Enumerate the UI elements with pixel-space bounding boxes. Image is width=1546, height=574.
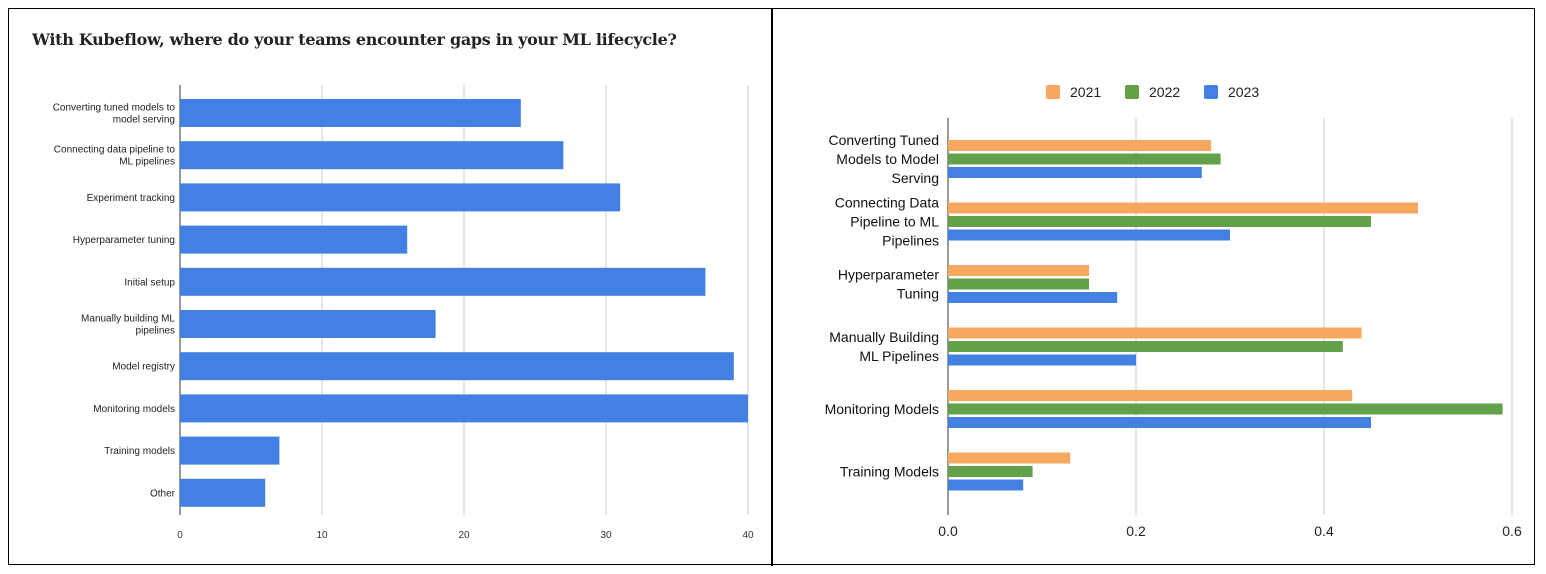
legend-swatch-2023 [1204,85,1218,99]
category-label: Hyperparameter tuning [73,235,175,246]
bar-2021 [948,265,1089,276]
bar-2021 [948,140,1212,151]
bar-2023 [948,354,1136,366]
bar-2022 [948,216,1371,227]
bar-2021 [948,390,1353,401]
bar [180,436,280,465]
bar [180,352,734,381]
bar [180,225,408,254]
legend-label: 2022 [1149,84,1180,100]
category-label: Hyperparameter Tuning [838,267,939,302]
x-tick-label: 40 [742,530,754,541]
category-label: Manually Building ML Pipelines [829,329,939,364]
bar-2021 [948,202,1418,214]
panel-divider [771,8,773,566]
bar-2022 [948,466,1033,477]
x-tick-label: 0.2 [1126,523,1146,539]
bar-2023 [948,167,1202,178]
bar-2023 [948,417,1371,428]
category-label: Manually building ML pipelines [81,314,175,337]
category-label: Training Models [840,464,939,480]
x-tick-label: 0.0 [938,523,958,539]
x-tick-label: 20 [458,530,470,541]
x-tick-label: 0.4 [1314,523,1334,539]
category-label: Other [150,488,176,499]
bar-2022 [948,403,1503,415]
category-label: Experiment tracking [87,193,175,204]
bar-2023 [948,292,1118,303]
x-tick-label: 30 [600,530,612,541]
bar-2021 [948,327,1362,339]
x-tick-label: 0 [177,530,183,541]
bar-2022 [948,153,1221,165]
category-label: Model registry [112,362,175,373]
bar [180,99,521,127]
bar [180,267,706,296]
bar [180,478,266,507]
chart-title: With Kubeflow, where do your teams encou… [32,30,677,49]
bar-2021 [948,452,1071,464]
category-label: Connecting data pipeline to ML pipelines [54,145,176,168]
bar [180,183,621,212]
category-label: Connecting Data Pipeline to ML Pipelines [835,195,940,249]
x-tick-label: 0.6 [1502,523,1522,539]
legend-label: 2023 [1228,84,1259,100]
legend-swatch-2021 [1046,85,1060,99]
legend-label: 2021 [1070,84,1101,100]
category-label: Converting Tuned Models to Model Serving [828,132,939,186]
category-label: Initial setup [124,277,175,288]
category-label: Converting tuned models to model serving [53,103,176,126]
bar [180,310,436,338]
category-label: Monitoring Models [825,401,939,417]
bar [180,394,748,423]
bar-2023 [948,229,1230,241]
category-label: Training models [104,446,175,457]
x-tick-label: 10 [316,530,328,541]
bar-2022 [948,341,1343,352]
bar [180,141,564,170]
bar-2022 [948,278,1089,290]
bar-2023 [948,479,1024,491]
category-label: Monitoring models [93,404,175,415]
legend-swatch-2022 [1125,85,1139,99]
